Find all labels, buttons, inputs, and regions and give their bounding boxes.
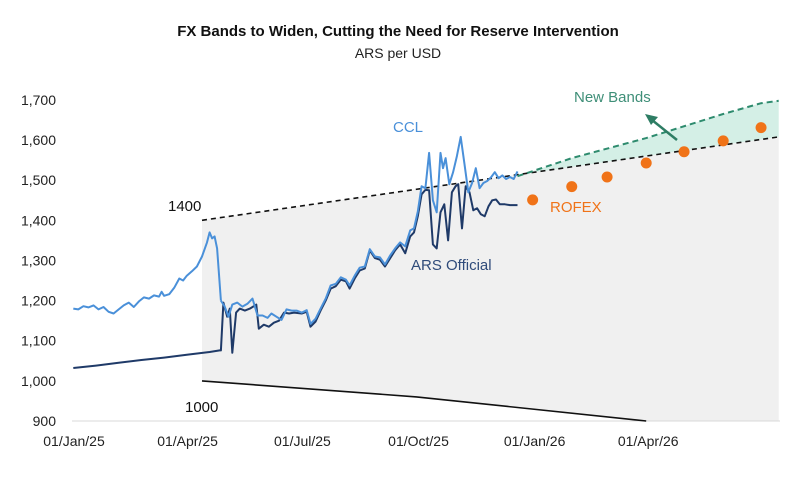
lower-band-line xyxy=(201,380,647,422)
official-label: ARS Official xyxy=(411,257,492,274)
ccl-label: CCL xyxy=(393,119,423,136)
rofex-point xyxy=(755,122,767,134)
y-tick-label: 1,000 xyxy=(21,373,56,389)
y-tick-label: 1,700 xyxy=(21,92,56,108)
y-tick-label: 1,200 xyxy=(21,293,56,309)
rofex-point xyxy=(566,181,578,193)
y-tick-label: 1,400 xyxy=(21,212,56,228)
y-tick-label: 1,500 xyxy=(21,172,56,188)
series-ccl-post xyxy=(220,135,519,325)
y-tick-label: 1,100 xyxy=(21,333,56,349)
y-axis: 1,700 1,600 1,500 1,400 1,300 1,200 1,100 1,000… xyxy=(21,92,56,429)
rofex-dots xyxy=(527,122,767,206)
series-layer xyxy=(73,99,779,422)
series-ars-official xyxy=(73,183,518,369)
band-lower-label: 1000 xyxy=(185,399,218,416)
rofex-point xyxy=(601,171,613,183)
series-ccl xyxy=(73,231,222,315)
x-tick-label: 01/Oct/25 xyxy=(388,433,449,449)
new-bands-label: New Bands xyxy=(574,89,651,106)
rofex-label: ROFEX xyxy=(550,199,602,216)
x-tick-label: 01/Jan/25 xyxy=(43,433,105,449)
y-tick-label: 1,600 xyxy=(21,132,56,148)
chart-subtitle: ARS per USD xyxy=(355,45,441,61)
band-upper-label: 1400 xyxy=(168,198,201,215)
x-tick-label: 01/Apr/26 xyxy=(618,433,679,449)
new-band-upper-line xyxy=(517,99,779,178)
x-tick-label: 01/Jan/26 xyxy=(504,433,566,449)
x-tick-label: 01/Jul/25 xyxy=(274,433,331,449)
chart-title: FX Bands to Widen, Cutting the Need for … xyxy=(177,23,619,40)
y-tick-label: 900 xyxy=(33,413,57,429)
rofex-point xyxy=(640,157,652,169)
new-bands-arrow-icon xyxy=(645,114,678,141)
rofex-point xyxy=(717,135,729,147)
rofex-point xyxy=(527,194,539,206)
y-tick-label: 1,300 xyxy=(21,252,56,268)
band-area xyxy=(201,136,779,422)
rofex-point xyxy=(678,146,690,158)
x-axis: 01/Jan/25 01/Apr/25 01/Jul/25 01/Oct/25 01/J… xyxy=(43,433,679,449)
x-tick-label: 01/Apr/25 xyxy=(157,433,218,449)
